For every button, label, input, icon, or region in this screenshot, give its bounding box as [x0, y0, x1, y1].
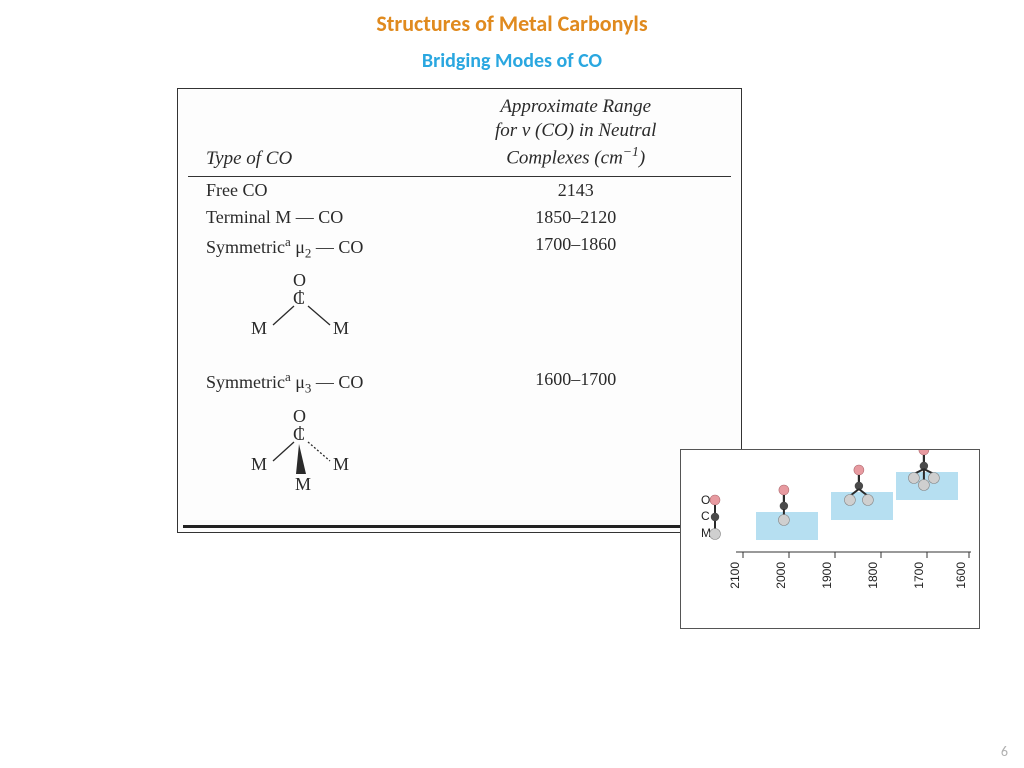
row-value: 1700–1860: [438, 234, 713, 262]
svg-text:2000: 2000: [774, 562, 788, 589]
header-col2-l3a: Complexes (cm: [506, 147, 623, 168]
row-label: Terminal M — CO: [206, 207, 438, 228]
atom-m: M: [295, 474, 311, 495]
svg-text:1900: 1900: [820, 562, 834, 589]
co-modes-table: Type of CO Approximate Range for ν (CO) …: [177, 88, 742, 533]
table-row: Symmetrica μ3 — CO 1600–1700: [178, 366, 741, 400]
page-number: 6: [1001, 743, 1008, 760]
row-value: 1850–2120: [438, 207, 713, 228]
ir-frequency-svg: OCM210020001900180017001600: [681, 450, 979, 628]
atom-m: M: [333, 454, 349, 475]
mu2-structure-bonds: [233, 270, 413, 362]
row-label: Free CO: [206, 180, 438, 201]
main-title: Structures of Metal Carbonyls: [0, 0, 1024, 37]
svg-text:C: C: [701, 509, 710, 523]
svg-text:1700: 1700: [912, 562, 926, 589]
svg-text:2100: 2100: [728, 562, 742, 589]
svg-text:1800: 1800: [866, 562, 880, 589]
subtitle: Bridging Modes of CO: [0, 37, 1024, 73]
table-row: Symmetrica μ2 — CO 1700–1860: [178, 231, 741, 265]
atom-c: C: [293, 288, 305, 309]
ir-frequency-inset: OCM210020001900180017001600: [680, 449, 980, 629]
svg-text:1600: 1600: [954, 562, 968, 589]
row-label: Symmetrica μ2 — CO: [206, 234, 438, 262]
svg-text:O: O: [701, 493, 710, 507]
atom-m: M: [251, 454, 267, 475]
table-bottom-rule: [183, 525, 736, 528]
mu2-structure: O C M M: [233, 270, 413, 362]
row-value: 1600–1700: [438, 369, 713, 397]
header-col2-l1: Approximate Range: [500, 96, 651, 117]
row-value: 2143: [438, 180, 713, 201]
mu3-structure: O C M M M: [233, 406, 413, 506]
header-col1: Type of CO: [206, 148, 438, 170]
table-row: Free CO 2143: [178, 177, 741, 204]
atom-m: M: [333, 318, 349, 339]
header-col2-l3b: ): [639, 147, 645, 168]
table-row: Terminal M — CO 1850–2120: [178, 204, 741, 231]
header-col2-sup: −1: [623, 144, 639, 159]
table-header: Type of CO Approximate Range for ν (CO) …: [178, 95, 741, 176]
atom-c: C: [293, 424, 305, 445]
header-col2: Approximate Range for ν (CO) in Neutral …: [438, 95, 713, 170]
atom-m: M: [251, 318, 267, 339]
header-col2-l2: for ν (CO) in Neutral: [495, 120, 657, 141]
row-label: Symmetrica μ3 — CO: [206, 369, 438, 397]
